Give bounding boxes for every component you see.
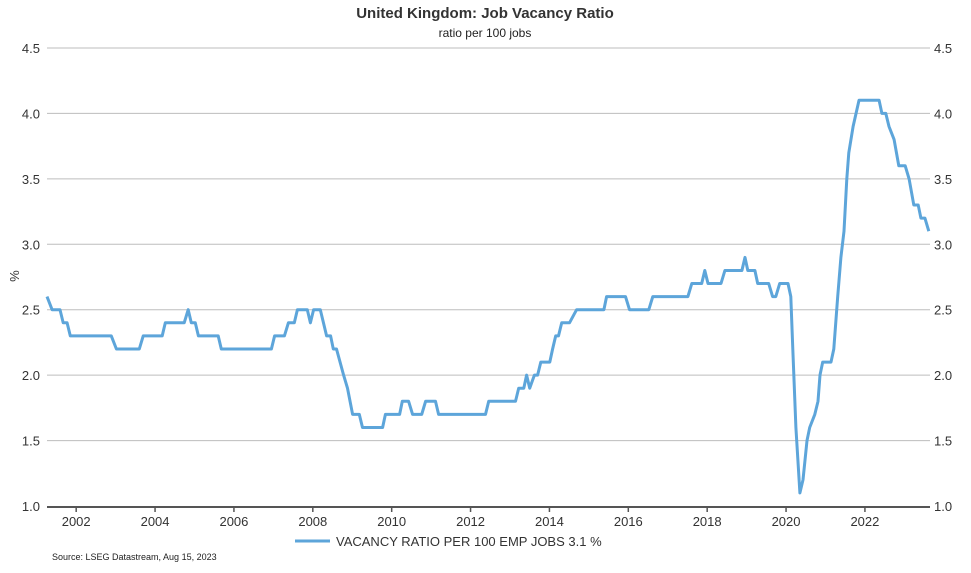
y-tick-label-left: 3.5 (22, 172, 40, 187)
y-tick-label-right: 3.5 (934, 172, 952, 187)
y-tick-label-right: 2.0 (934, 368, 952, 383)
x-tick-label: 2006 (219, 514, 248, 529)
y-tick-label-left: 4.0 (22, 106, 40, 121)
series-line-vacancy-ratio (45, 98, 931, 495)
x-tick-label: 2012 (456, 514, 485, 529)
y-tick-label-left: 2.5 (22, 303, 40, 318)
y-tick-label-right: 2.5 (934, 303, 952, 318)
y-axis-label: % (7, 270, 22, 282)
y-tick-label-right: 3.0 (934, 237, 952, 252)
y-tick-label-right: 4.5 (934, 41, 952, 56)
x-tick-label: 2020 (772, 514, 801, 529)
x-tick-label: 2008 (298, 514, 327, 529)
y-tick-label-right: 4.0 (934, 106, 952, 121)
x-tick-label: 2002 (62, 514, 91, 529)
y-tick-label-left: 1.0 (22, 499, 40, 514)
chart-subtitle: ratio per 100 jobs (439, 26, 532, 40)
x-tick-label: 2018 (693, 514, 722, 529)
y-tick-label-left: 2.0 (22, 368, 40, 383)
x-tick-label: 2010 (377, 514, 406, 529)
x-tick-label: 2014 (535, 514, 564, 529)
x-tick-label: 2022 (850, 514, 879, 529)
x-tick-label: 2016 (614, 514, 643, 529)
x-tick-label: 2004 (141, 514, 170, 529)
y-tick-label-right: 1.0 (934, 499, 952, 514)
y-tick-label-right: 1.5 (934, 434, 952, 449)
y-tick-label-left: 4.5 (22, 41, 40, 56)
legend-label: VACANCY RATIO PER 100 EMP JOBS 3.1 % (336, 534, 602, 549)
chart-title: United Kingdom: Job Vacancy Ratio (356, 5, 614, 22)
y-tick-label-left: 1.5 (22, 434, 40, 449)
source-note: Source: LSEG Datastream, Aug 15, 2023 (52, 552, 217, 562)
y-tick-label-left: 3.0 (22, 237, 40, 252)
